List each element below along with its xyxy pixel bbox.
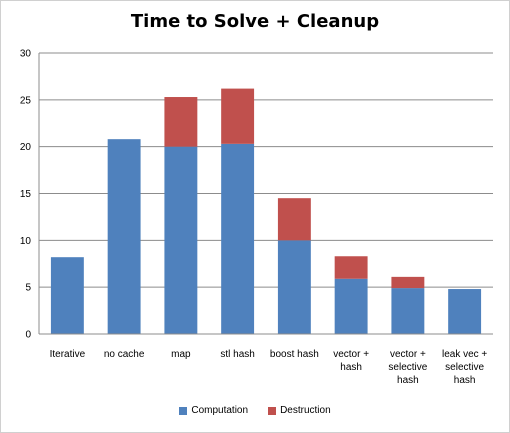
legend-item-computation: Computation xyxy=(179,405,248,416)
bar-destruction xyxy=(277,198,311,241)
chart-title: Time to Solve + Cleanup xyxy=(130,11,380,32)
x-tick-label: Iterative xyxy=(50,349,86,360)
x-axis-ticks: Iterative no cache map stl hash boost hash ve… xyxy=(50,349,488,386)
legend-item-destruction: Destruction xyxy=(268,405,331,416)
bar-destruction xyxy=(391,276,425,289)
y-axis-ticks: 0 5 10 15 20 25 30 xyxy=(20,49,32,341)
legend-swatch-computation xyxy=(179,406,188,415)
legend: Computation Destruction xyxy=(1,405,509,416)
legend-label-computation: Computation xyxy=(191,405,249,416)
y-tick-label: 30 xyxy=(20,49,32,60)
bar-computation xyxy=(391,288,425,334)
axes xyxy=(38,53,493,335)
x-tick-label: no cache xyxy=(104,349,145,360)
x-tick-label: map xyxy=(171,349,191,360)
y-tick-label: 20 xyxy=(20,142,32,153)
bar-destruction xyxy=(334,256,368,279)
y-tick-label: 5 xyxy=(25,283,31,294)
bar-computation xyxy=(334,278,368,334)
legend-swatch-destruction xyxy=(268,406,277,415)
bar-destruction xyxy=(164,97,198,147)
gridlines xyxy=(39,52,493,335)
bar-computation xyxy=(448,289,482,334)
y-tick-label: 10 xyxy=(20,236,32,247)
bar-computation xyxy=(107,139,141,334)
y-tick-label: 15 xyxy=(20,189,32,200)
x-tick-label: vector + selective hash xyxy=(388,349,427,386)
bars xyxy=(50,88,482,334)
x-tick-label: vector + hash xyxy=(333,349,369,373)
bar-computation xyxy=(50,257,84,334)
bar-computation xyxy=(164,146,198,334)
bar-destruction xyxy=(221,88,255,144)
y-tick-label: 0 xyxy=(25,330,31,341)
bar-computation xyxy=(277,240,311,334)
y-tick-label: 25 xyxy=(20,95,32,106)
x-tick-label: leak vec + selective hash xyxy=(442,349,487,386)
x-tick-label: boost hash xyxy=(270,349,319,360)
legend-label-destruction: Destruction xyxy=(280,405,331,416)
bar-computation xyxy=(221,143,255,334)
x-tick-label: stl hash xyxy=(220,349,254,360)
